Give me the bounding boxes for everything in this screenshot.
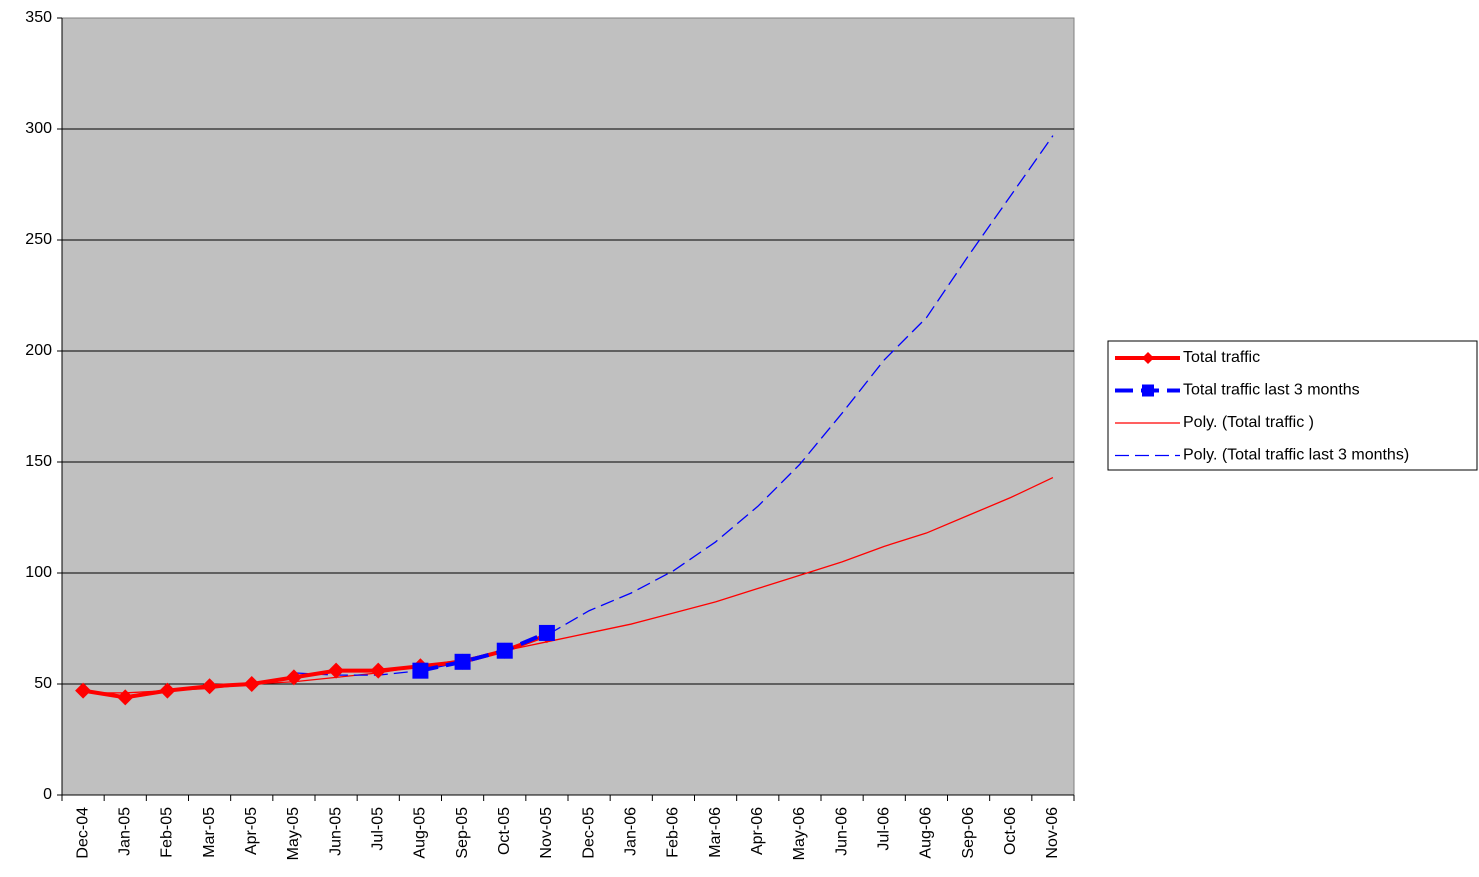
legend-label: Poly. (Total traffic ) [1183,414,1314,431]
marker [159,682,176,699]
y-tick-label: 0 [43,786,52,803]
x-tick-label: Aug-06 [918,807,935,859]
legend-label: Total traffic [1183,349,1260,366]
x-tick-label: Mar-05 [201,807,218,858]
marker [412,662,429,679]
plot-area [61,17,1075,796]
marker [538,624,555,641]
marker [370,662,387,679]
y-tick-label: 100 [25,564,52,581]
y-tick-label: 150 [25,453,52,470]
x-tick-label: Dec-04 [74,807,91,859]
x-tick-label: Feb-05 [159,807,176,858]
x-tick-label: Sep-05 [454,807,471,859]
x-tick-label: Jun-06 [833,807,850,856]
x-tick-label: Jan-05 [116,807,133,856]
marker [496,642,513,659]
marker [454,653,471,670]
legend-marker [1142,352,1154,364]
marker [117,689,134,706]
y-tick-label: 50 [34,675,52,692]
x-tick-label: Nov-06 [1044,807,1061,859]
x-tick-label: Aug-05 [412,807,429,859]
legend-box [1107,340,1478,471]
x-tick-label: Jul-05 [369,807,386,851]
x-tick-label: Feb-06 [665,807,682,858]
x-tick-label: Apr-06 [749,807,766,855]
marker [201,678,218,695]
x-tick-label: Oct-05 [496,807,513,855]
marker [328,662,345,679]
y-tick-label: 200 [25,342,52,359]
legend-marker [1142,384,1154,397]
x-tick-label: Nov-05 [538,807,555,859]
marker [285,669,302,686]
x-tick-label: Jun-05 [327,807,344,856]
x-tick-label: May-06 [791,807,808,860]
x-tick-label: Apr-05 [243,807,260,855]
y-tick-label: 250 [25,231,52,248]
legend-label: Total traffic last 3 months [1183,382,1360,399]
y-tick-label: 350 [25,9,52,26]
x-tick-label: Jul-06 [875,807,892,851]
series-line [420,631,548,673]
marker [75,682,92,699]
legend-label: Poly. (Total traffic last 3 months) [1183,447,1409,464]
x-tick-label: May-05 [285,807,302,860]
x-tick-label: Jan-06 [622,807,639,856]
y-tick-label: 300 [25,120,52,137]
x-tick-label: Mar-06 [707,807,724,858]
x-tick-label: Sep-06 [960,807,977,859]
marker [243,676,260,692]
x-tick-label: Dec-05 [580,807,597,859]
x-tick-label: Oct-06 [1002,807,1019,855]
